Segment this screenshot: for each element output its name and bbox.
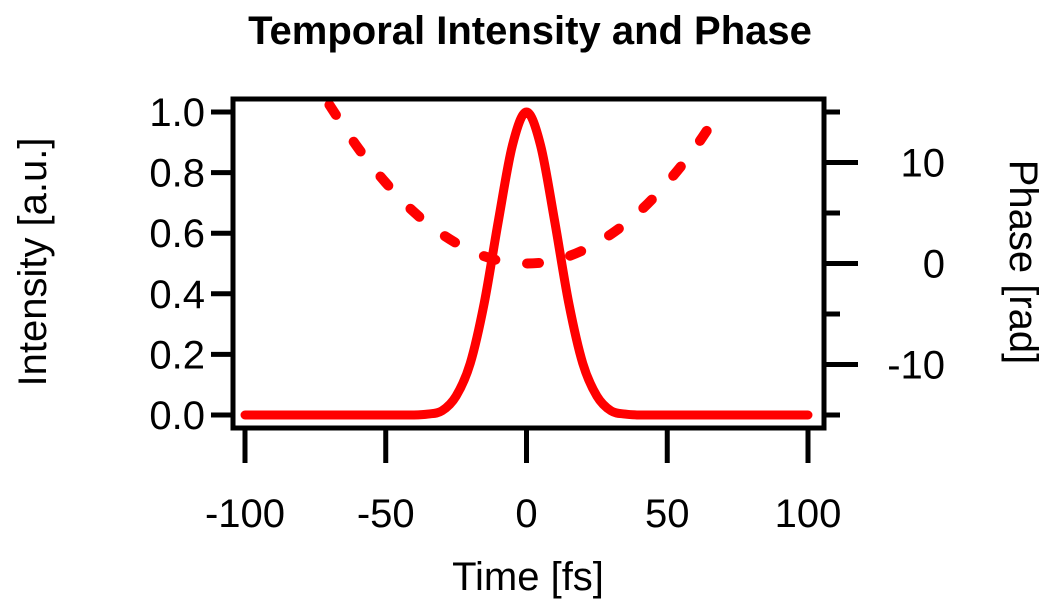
y-tick-label: 0.4 [149,273,205,317]
y-tick-label: 0.0 [149,394,205,438]
x-axis-label: Time [fs] [452,555,604,599]
chart-title: Temporal Intensity and Phase [248,9,812,53]
series-layer [240,99,813,420]
series-line-phase [324,99,729,269]
y2-tick-label: 10 [901,142,946,186]
x-tick-label: 50 [645,492,690,536]
bottom-axis: -100 -50 0 50 100 [205,428,841,536]
y-axis-label: Intensity [a.u.] [11,137,55,386]
y-tick-label: 1.0 [149,91,205,135]
y2-tick-label: -10 [887,344,945,388]
y2-axis-label: Phase [rad] [1001,160,1045,365]
x-tick-label: 100 [775,492,842,536]
y-tick-label: 0.8 [149,152,205,196]
series-line-intensity [240,107,813,420]
x-tick-label: -100 [205,492,285,536]
y2-tick-label: 0 [923,243,945,287]
y-tick-label: 0.6 [149,212,205,256]
x-tick-label: 0 [515,492,537,536]
right-axis: -10 0 10 [824,109,946,418]
x-tick-label: -50 [357,492,415,536]
y-tick-label: 0.2 [149,333,205,377]
left-axis: 0.0 0.2 0.4 0.6 0.8 1.0 [149,91,233,438]
